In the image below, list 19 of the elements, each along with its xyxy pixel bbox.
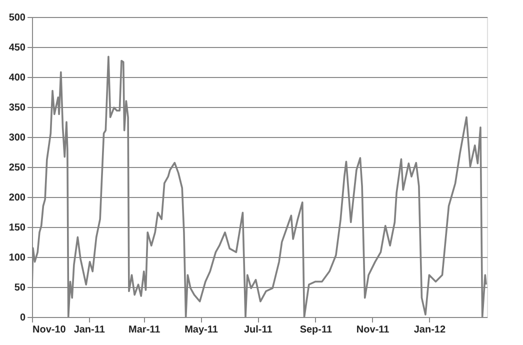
y-tick-label: 100 <box>8 252 26 264</box>
y-tick-label: 350 <box>8 102 26 114</box>
y-tick-label: 300 <box>8 132 26 144</box>
x-tick-label: Sep-11 <box>300 324 332 336</box>
y-tick-label: 450 <box>8 42 26 54</box>
x-tick-label: Jan-11 <box>74 324 106 336</box>
x-tick-label: May-11 <box>184 324 218 336</box>
y-tick-label: 500 <box>8 12 26 24</box>
x-tick-label: Jul-11 <box>244 324 273 336</box>
x-tick-label: Mar-11 <box>128 324 161 336</box>
x-tick-label: Nov-11 <box>356 324 390 336</box>
y-tick-label: 0 <box>20 312 26 324</box>
y-tick-label: 200 <box>8 192 26 204</box>
y-tick-label: 400 <box>8 72 26 84</box>
y-tick-label: 50 <box>14 282 26 294</box>
y-tick-label: 150 <box>8 222 26 234</box>
x-tick-label: Jan-12 <box>414 324 446 336</box>
x-tick-label: Nov-10 <box>32 324 66 336</box>
y-tick-label: 250 <box>8 162 26 174</box>
